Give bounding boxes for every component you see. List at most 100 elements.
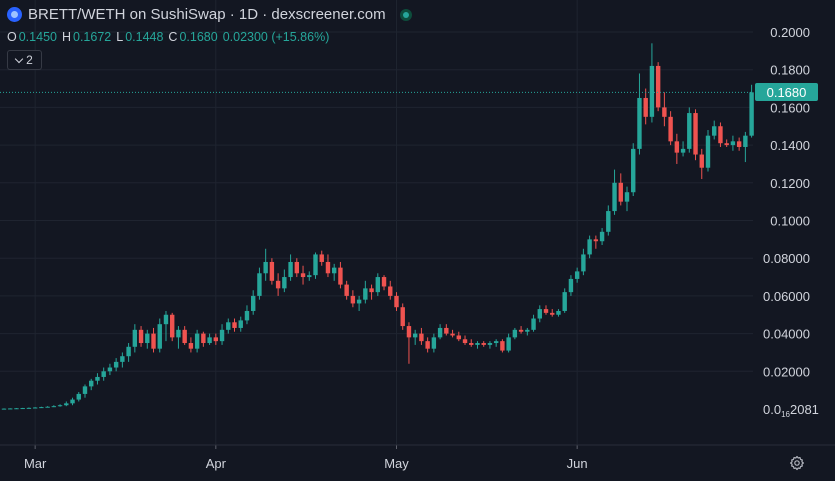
- candle-body: [269, 261, 275, 281]
- candle-body: [500, 341, 505, 351]
- candles: [1, 43, 754, 410]
- time-tick-label: May: [384, 456, 409, 471]
- candle-body: [662, 107, 667, 117]
- candle-body: [487, 343, 493, 345]
- open-value: 0.1450: [18, 30, 57, 44]
- chevron-down-icon: [14, 54, 24, 63]
- candle-body: [188, 343, 194, 349]
- candle-body: [718, 126, 723, 144]
- candle-body: [201, 333, 206, 344]
- candle-body: [113, 361, 119, 368]
- candle-body: [736, 141, 742, 147]
- min-label-prefix: 0.0: [763, 402, 781, 417]
- candle-body: [70, 399, 75, 404]
- candle-body: [618, 182, 623, 202]
- candle-body: [8, 408, 13, 410]
- candle-body: [493, 341, 499, 344]
- candle-body: [462, 339, 468, 344]
- candle-body: [556, 310, 561, 315]
- candle-body: [313, 254, 318, 276]
- time-axis[interactable]: Mar Apr May Jun: [0, 444, 835, 471]
- candle-body: [95, 376, 100, 381]
- candle-body: [655, 65, 661, 108]
- candle-body: [631, 148, 636, 193]
- candle-body: [699, 154, 704, 168]
- candle-body: [568, 278, 574, 293]
- candle-body: [637, 97, 642, 149]
- candle-body: [406, 326, 412, 338]
- price-tick-label: 0.08000: [763, 251, 810, 266]
- candle-body: [412, 333, 418, 338]
- chart-header: BRETT/WETH on SushiSwap · 1D · dexscreen…: [7, 6, 412, 23]
- candle-body: [606, 211, 611, 232]
- candle-body: [687, 113, 692, 149]
- candle-body: [388, 286, 393, 296]
- close-value: 0.1680: [179, 30, 218, 44]
- indicator-toggle-button[interactable]: 2: [7, 50, 42, 70]
- candle-body: [680, 148, 686, 153]
- grid-lines: [0, 0, 753, 445]
- candle-body: [512, 329, 518, 338]
- current-price-badge: 0.1680: [755, 83, 818, 101]
- price-tick-label: 0.1000: [770, 214, 810, 229]
- price-tick-label: 0.06000: [763, 289, 810, 304]
- candle-body: [126, 346, 131, 357]
- candle-body: [550, 312, 555, 315]
- candle-body: [226, 322, 231, 330]
- candle-body: [668, 116, 673, 142]
- candle-body: [537, 309, 542, 319]
- change-value: 0.02300 (+15.86%): [222, 30, 330, 44]
- candle-body: [89, 380, 94, 387]
- candle-body: [587, 239, 592, 255]
- open-label: O: [7, 30, 17, 44]
- price-tick-label: 0.04000: [763, 327, 810, 342]
- candle-body: [450, 333, 455, 336]
- candle-body: [431, 337, 437, 349]
- candle-body: [257, 273, 262, 296]
- candle-body: [506, 337, 511, 351]
- candle-body: [170, 314, 175, 338]
- low-label: L: [116, 30, 124, 44]
- high-label: H: [61, 30, 71, 44]
- candle-body: [612, 182, 617, 212]
- price-axis[interactable]: 0.2000 0.1800 0.1600 0.1400 0.1200 0.1000 0.08…: [763, 25, 819, 419]
- candle-body: [325, 261, 331, 274]
- candle-body: [64, 403, 69, 406]
- candle-body: [525, 329, 530, 332]
- candle-body: [693, 113, 698, 155]
- candle-body: [300, 273, 306, 278]
- candle-body: [288, 261, 293, 278]
- gear-icon[interactable]: [789, 455, 805, 471]
- candle-body: [375, 277, 380, 293]
- candle-body: [400, 307, 405, 327]
- candle-body: [51, 406, 57, 408]
- candle-body: [444, 327, 449, 334]
- candle-body: [643, 97, 648, 117]
- time-tick-label: Apr: [206, 456, 227, 471]
- candle-body: [419, 333, 424, 342]
- candle-body: [574, 271, 580, 279]
- candle-body: [730, 141, 736, 146]
- candle-body: [132, 329, 138, 347]
- candle-body: [20, 408, 25, 410]
- min-label-suffix: 2081: [790, 402, 819, 417]
- chart-title: BRETT/WETH on SushiSwap · 1D · dexscreen…: [28, 6, 386, 23]
- candle-body: [244, 310, 250, 321]
- candle-body: [145, 333, 150, 344]
- high-value: 0.1672: [73, 30, 112, 44]
- candle-body: [749, 92, 754, 136]
- candle-body: [475, 343, 480, 345]
- candle-body: [674, 141, 680, 153]
- candle-body: [207, 337, 212, 344]
- candle-body: [251, 295, 256, 311]
- candle-body: [425, 341, 430, 349]
- candle-body: [518, 329, 524, 332]
- candle-body: [743, 135, 748, 147]
- candle-body: [194, 333, 200, 349]
- candle-body: [39, 407, 44, 409]
- indicator-count: 2: [26, 53, 33, 67]
- candle-body: [151, 333, 156, 349]
- candle-body: [275, 280, 281, 289]
- candle-body: [219, 329, 225, 342]
